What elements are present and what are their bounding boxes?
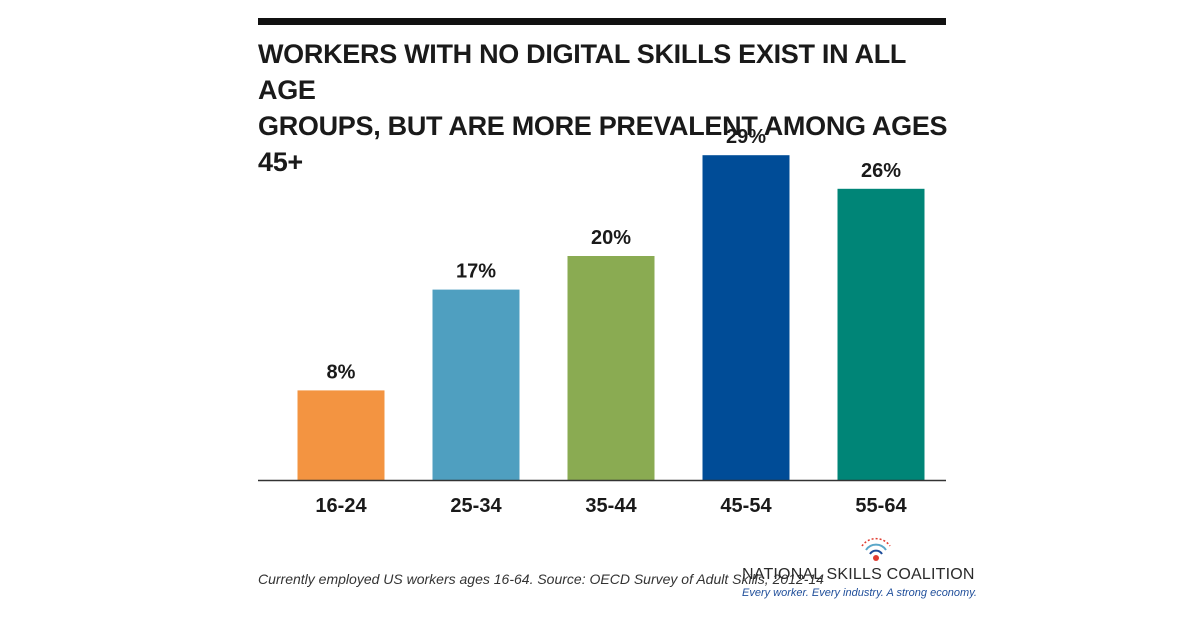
source-footnote: Currently employed US workers ages 16-64… [258, 571, 824, 587]
logo-name: NATIONAL SKILLS COALITION [742, 566, 975, 583]
x-tick-label-35-44: 35-44 [585, 495, 637, 517]
chart-title-line-1: WORKERS WITH NO DIGITAL SKILLS EXIST IN … [258, 39, 906, 105]
value-label-35-44: 20% [591, 227, 631, 249]
bar-45-54 [702, 155, 790, 480]
value-label-55-64: 26% [861, 160, 901, 182]
logo: NATIONAL SKILLS COALITION Every worker. … [742, 536, 977, 606]
chart-title-line-2: GROUPS, BUT ARE MORE PREVALENT AMONG AGE… [258, 111, 948, 177]
bar-55-64 [837, 188, 925, 481]
bar-16-24 [297, 390, 385, 480]
x-tick-label-45-54: 45-54 [720, 495, 772, 517]
bar-25-34 [432, 289, 520, 480]
x-tick-label-55-64: 55-64 [855, 495, 907, 517]
x-tick-label-16-24: 16-24 [315, 495, 367, 517]
value-label-45-54: 29% [726, 126, 766, 148]
logo-tagline: Every worker. Every industry. A strong e… [742, 587, 977, 599]
x-tick-label-25-34: 25-34 [450, 495, 502, 517]
value-label-25-34: 17% [456, 261, 496, 283]
bar-35-44 [567, 256, 655, 480]
value-label-16-24: 8% [327, 361, 356, 383]
chart-title: WORKERS WITH NO DIGITAL SKILLS EXIST IN … [258, 36, 958, 180]
signal-waves-icon [861, 537, 891, 561]
top-rule [258, 18, 946, 25]
